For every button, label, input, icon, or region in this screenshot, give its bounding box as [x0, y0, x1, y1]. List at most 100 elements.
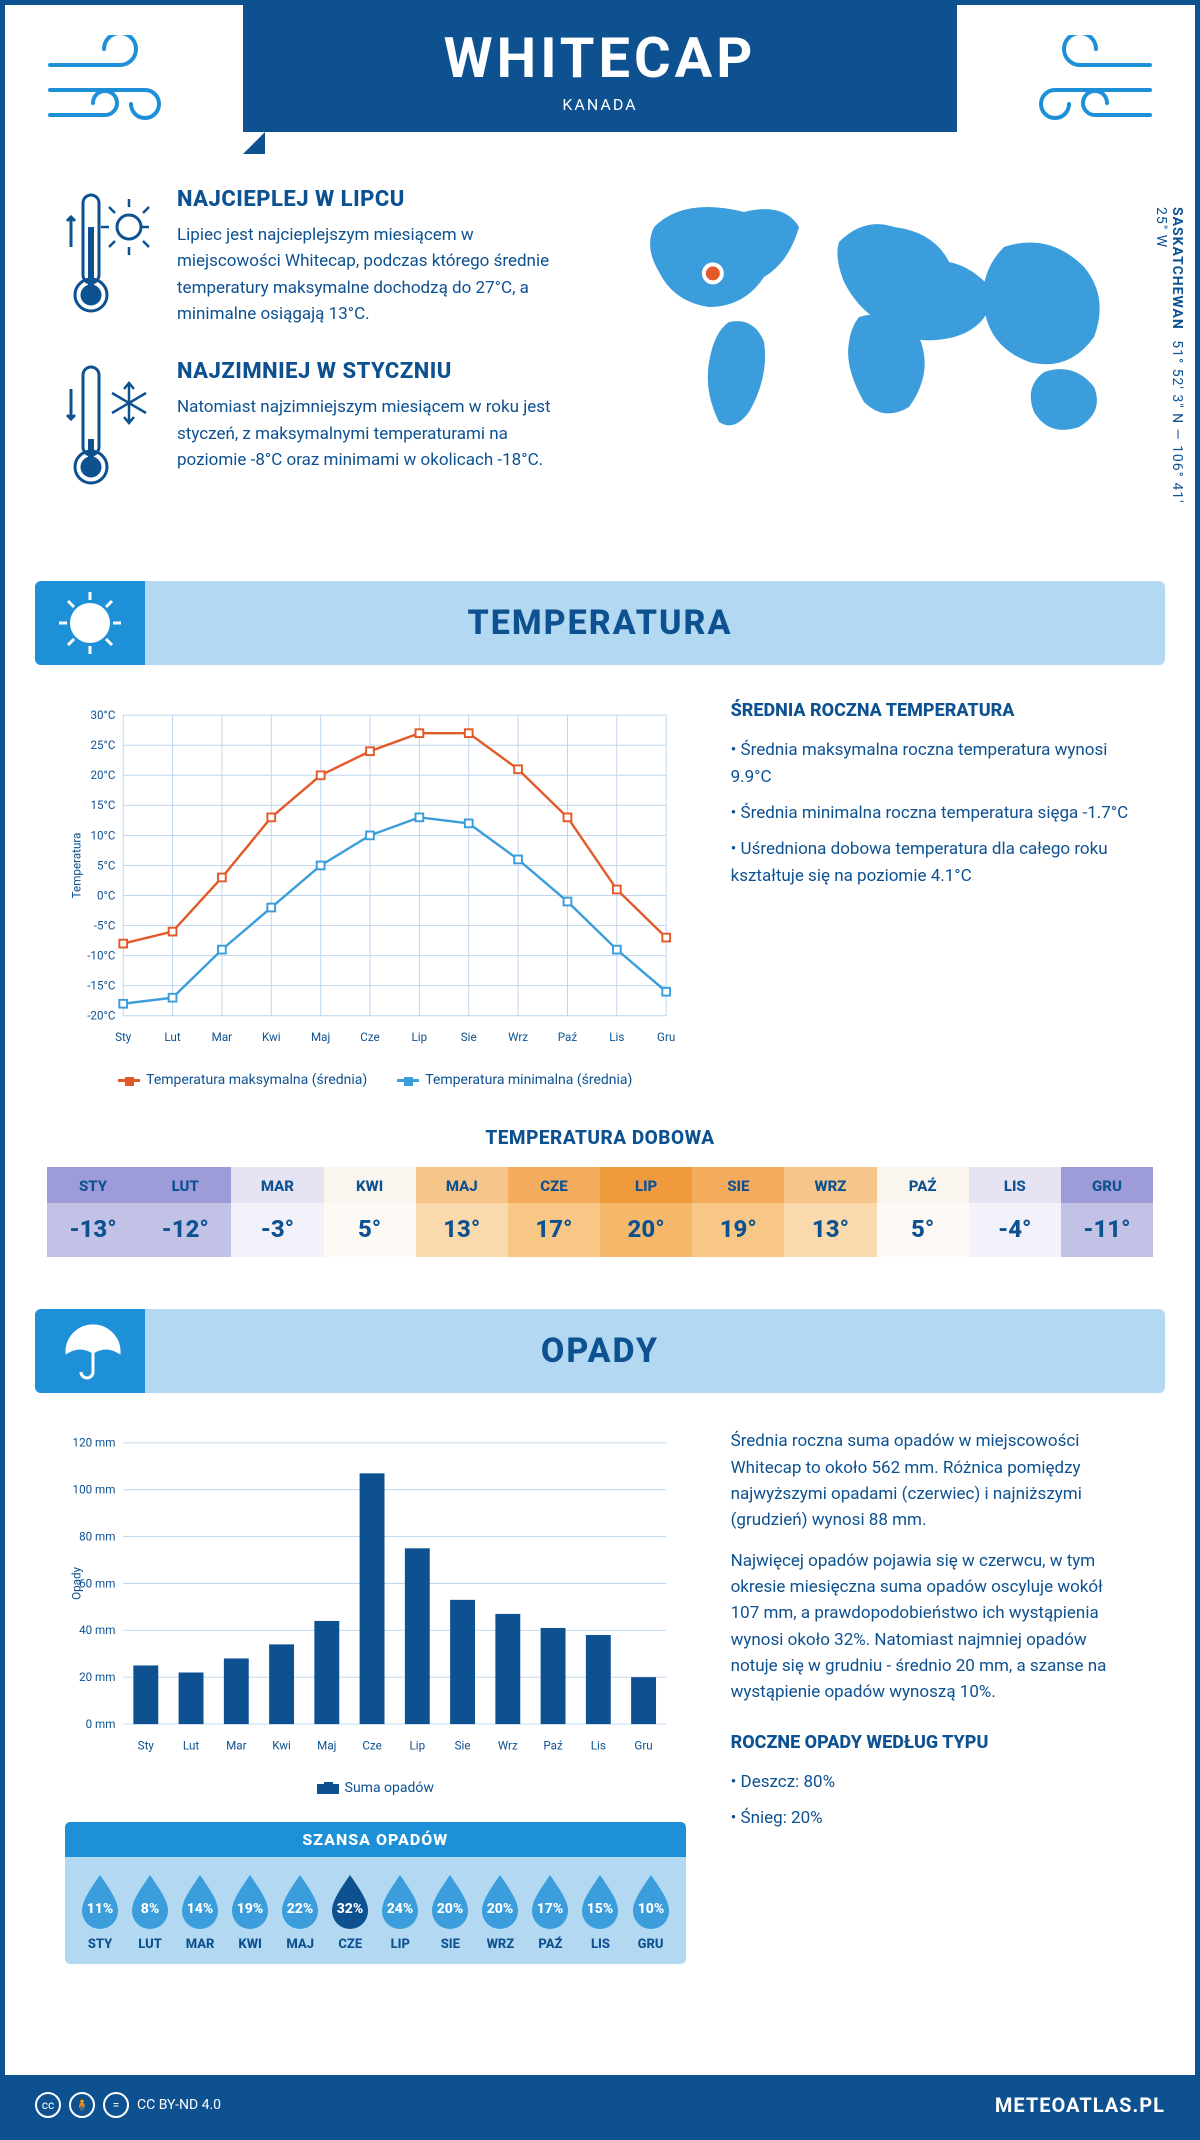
svg-text:20°C: 20°C — [90, 769, 115, 783]
svg-text:Sie: Sie — [455, 1739, 471, 1753]
svg-text:-15°C: -15°C — [87, 979, 116, 993]
svg-text:120 mm: 120 mm — [73, 1436, 116, 1450]
temp-cell: MAR-3° — [231, 1167, 323, 1257]
temp-cell: STY-13° — [47, 1167, 139, 1257]
svg-text:Opady: Opady — [70, 1567, 84, 1600]
svg-text:Sie: Sie — [461, 1030, 477, 1044]
chance-drop: 14%MAR — [175, 1871, 225, 1952]
svg-text:Temperatura: Temperatura — [70, 833, 84, 899]
svg-text:Maj: Maj — [311, 1030, 330, 1044]
chance-drop: 19%KWI — [225, 1871, 275, 1952]
sun-icon — [55, 588, 125, 658]
temp-bullets: Średnia maksymalna roczna temperatura wy… — [731, 737, 1135, 889]
by-icon: 🧍 — [69, 2092, 95, 2118]
svg-text:Sty: Sty — [115, 1030, 132, 1044]
svg-text:100 mm: 100 mm — [73, 1483, 116, 1497]
svg-text:Wrz: Wrz — [498, 1739, 518, 1753]
svg-text:Lip: Lip — [412, 1030, 428, 1044]
section-precipitation: OPADY — [35, 1309, 1165, 1393]
precip-para2: Najwięcej opadów pojawia się w czerwcu, … — [731, 1548, 1135, 1706]
chance-drop: 8%LUT — [125, 1871, 175, 1952]
page-header: WHITECAP KANADA — [243, 5, 957, 132]
svg-text:19%: 19% — [237, 1901, 264, 1917]
cc-icon: cc — [35, 2092, 61, 2118]
svg-text:Mar: Mar — [226, 1739, 246, 1753]
svg-text:Lis: Lis — [609, 1030, 624, 1044]
daily-temp-table: STY-13°LUT-12°MAR-3°KWI5°MAJ13°CZE17°LIP… — [45, 1165, 1155, 1259]
svg-text:15°C: 15°C — [90, 799, 115, 813]
svg-text:5°C: 5°C — [97, 859, 116, 873]
svg-text:11%: 11% — [87, 1901, 114, 1917]
chance-drop: 24%LIP — [375, 1871, 425, 1952]
temp-cell: WRZ13° — [784, 1167, 876, 1257]
svg-text:0 mm: 0 mm — [86, 1717, 116, 1731]
wind-icon — [1020, 35, 1160, 145]
svg-text:-20°C: -20°C — [87, 1009, 116, 1023]
thermometer-hot-icon — [65, 187, 155, 317]
chance-drop: 22%MAJ — [275, 1871, 325, 1952]
svg-text:10%: 10% — [637, 1901, 664, 1917]
hot-title: NAJCIEPLEJ W LIPCU — [177, 187, 568, 212]
thermometer-cold-icon — [65, 359, 155, 489]
brand: METEOATLAS.PL — [995, 2093, 1165, 2117]
wind-icon — [40, 35, 180, 145]
svg-text:-5°C: -5°C — [94, 919, 116, 933]
svg-text:40 mm: 40 mm — [79, 1624, 115, 1638]
nd-icon: = — [103, 2092, 129, 2118]
hottest-fact: NAJCIEPLEJ W LIPCU Lipiec jest najcieple… — [65, 187, 568, 327]
svg-text:15%: 15% — [587, 1901, 614, 1917]
page-footer: cc 🧍 = CC BY-ND 4.0 METEOATLAS.PL — [5, 2075, 1195, 2135]
temp-cell: LUT-12° — [139, 1167, 231, 1257]
svg-text:25°C: 25°C — [90, 738, 115, 752]
svg-text:Lut: Lut — [164, 1030, 180, 1044]
chance-drop: 32%CZE — [325, 1871, 375, 1952]
svg-text:60 mm: 60 mm — [79, 1577, 115, 1591]
svg-text:Paź: Paź — [543, 1739, 563, 1753]
cold-text: Natomiast najzimniejszym miesiącem w rok… — [177, 394, 568, 473]
svg-text:Kwi: Kwi — [262, 1030, 281, 1044]
location-title: WHITECAP — [243, 25, 957, 91]
svg-text:20%: 20% — [437, 1901, 464, 1917]
svg-text:Paź: Paź — [558, 1030, 578, 1044]
chance-drop: 10%GRU — [626, 1871, 676, 1952]
umbrella-icon — [57, 1318, 123, 1384]
svg-text:17%: 17% — [537, 1901, 564, 1917]
chance-drop: 20%SIE — [425, 1871, 475, 1952]
temp-cell: CZE17° — [508, 1167, 600, 1257]
chance-drop: 15%LIS — [575, 1871, 625, 1952]
svg-text:8%: 8% — [141, 1901, 159, 1917]
svg-text:Gru: Gru — [634, 1739, 652, 1753]
svg-text:Cze: Cze — [360, 1030, 379, 1044]
svg-text:20 mm: 20 mm — [79, 1670, 115, 1684]
svg-text:Lip: Lip — [410, 1739, 426, 1753]
temp-cell: KWI5° — [324, 1167, 416, 1257]
coldest-fact: NAJZIMNIEJ W STYCZNIU Natomiast najzimni… — [65, 359, 568, 489]
precip-type-title: ROCZNE OPADY WEDŁUG TYPU — [731, 1732, 1135, 1753]
temp-cell: LIP20° — [600, 1167, 692, 1257]
svg-text:Gru: Gru — [657, 1030, 675, 1044]
svg-text:Maj: Maj — [317, 1739, 336, 1753]
temp-cell: MAJ13° — [416, 1167, 508, 1257]
svg-text:0°C: 0°C — [97, 889, 116, 903]
coordinates: SASKATCHEWAN 51° 52' 3" N — 106° 41' 25"… — [1153, 207, 1185, 521]
precipitation-bar-chart: 0 mm 20 mm 40 mm 60 mm 80 mm 100 mm 120 mm Sty L… — [65, 1428, 686, 1768]
precip-para1: Średnia roczna suma opadów w miejscowośc… — [731, 1428, 1135, 1533]
precip-types: Deszcz: 80%Śnieg: 20% — [731, 1769, 1135, 1832]
precip-legend: Suma opadów — [65, 1780, 686, 1796]
svg-text:Mar: Mar — [212, 1030, 232, 1044]
svg-text:Sty: Sty — [138, 1739, 155, 1753]
country-subtitle: KANADA — [243, 95, 957, 114]
chance-drop: 20%WRZ — [475, 1871, 525, 1952]
svg-text:10°C: 10°C — [90, 829, 115, 843]
svg-text:-10°C: -10°C — [87, 949, 116, 963]
hot-text: Lipiec jest najcieplejszym miesiącem w m… — [177, 222, 568, 327]
temp-cell: PAŹ5° — [877, 1167, 969, 1257]
svg-text:Lis: Lis — [591, 1739, 606, 1753]
temp-cell: LIS-4° — [969, 1167, 1061, 1257]
svg-text:Cze: Cze — [362, 1739, 381, 1753]
temperature-line-chart: -20°C -15°C -10°C -5°C 0°C 5°C 10°C 15°C 20°C 25°… — [65, 700, 686, 1060]
svg-text:80 mm: 80 mm — [79, 1530, 115, 1544]
temp-cell: SIE19° — [692, 1167, 784, 1257]
cold-title: NAJZIMNIEJ W STYCZNIU — [177, 359, 568, 384]
svg-text:20%: 20% — [487, 1901, 514, 1917]
